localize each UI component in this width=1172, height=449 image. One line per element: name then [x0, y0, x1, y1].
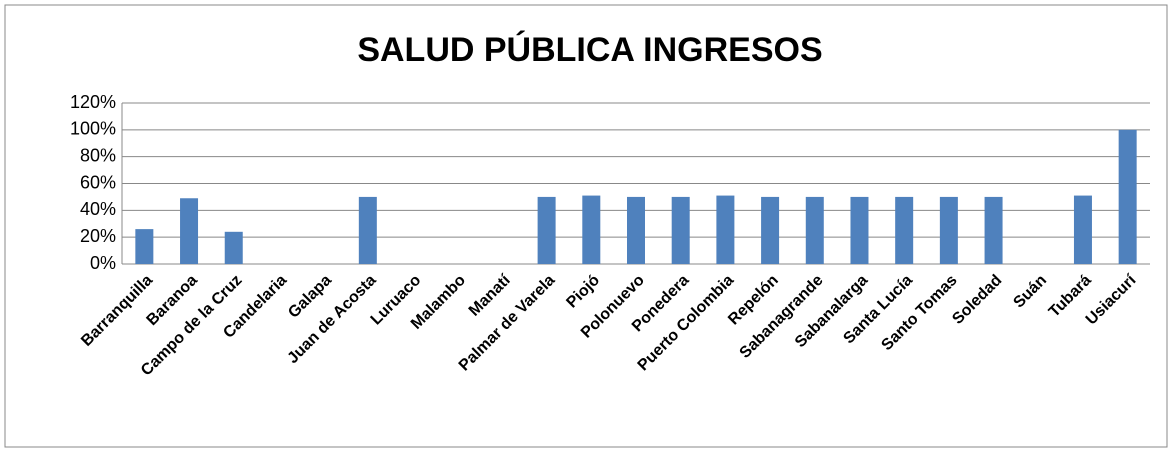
y-tick-label: 0%	[90, 253, 116, 273]
y-tick-label: 20%	[80, 226, 116, 246]
bar	[358, 196, 377, 264]
y-tick-label: 60%	[80, 172, 116, 192]
bar	[1118, 129, 1137, 264]
y-tick-label: 120%	[70, 92, 116, 112]
x-tick-label: Soledad	[949, 272, 1005, 328]
bar	[984, 196, 1003, 264]
bar	[805, 196, 824, 264]
chart-title: SALUD PÚBLICA INGRESOS	[357, 31, 822, 69]
y-tick-label: 100%	[70, 119, 116, 139]
bar	[761, 196, 780, 264]
y-tick-label: 80%	[80, 145, 116, 165]
bar	[537, 196, 556, 264]
bar	[180, 198, 199, 264]
bar	[939, 196, 958, 264]
bar	[850, 196, 869, 264]
bar	[582, 195, 601, 264]
x-tick-label: Usiacurí	[1083, 271, 1140, 328]
x-tick-label: Suán	[1010, 272, 1050, 312]
bar	[1073, 195, 1092, 264]
x-tick-label: Piojó	[563, 272, 603, 312]
x-tick-label: Barranquilla	[78, 272, 156, 350]
y-tick-label: 40%	[80, 199, 116, 219]
bar	[627, 196, 645, 264]
bar	[895, 196, 914, 264]
bar	[224, 231, 243, 264]
bar	[135, 229, 154, 264]
bar	[671, 196, 690, 264]
bar	[716, 195, 735, 264]
chart-frame	[4, 4, 1168, 448]
